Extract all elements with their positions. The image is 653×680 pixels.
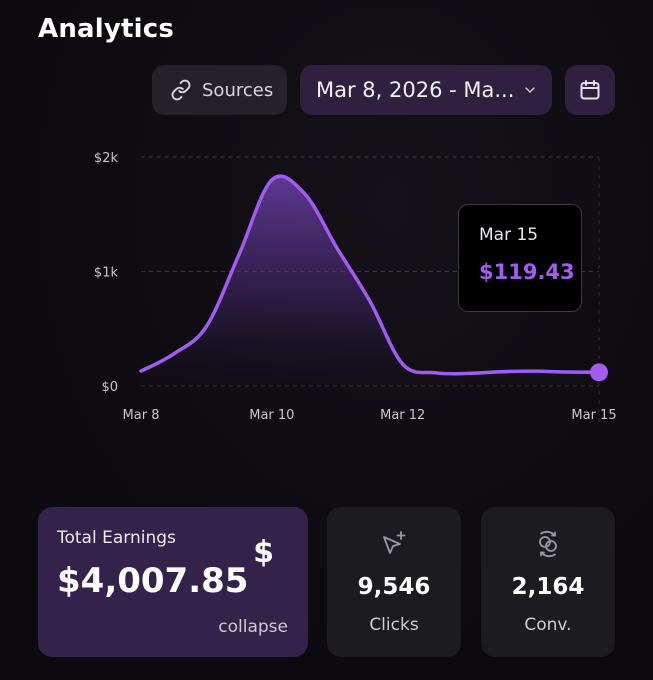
chart-tooltip: Mar 15 $119.43 [458, 204, 582, 312]
y-axis-ticks: $0 $1k $2k [94, 151, 119, 395]
x-tick-label: Mar 8 [123, 408, 160, 423]
conversions-label: Conv. [524, 615, 572, 635]
highlight-point[interactable] [590, 363, 608, 382]
sources-label: Sources [202, 79, 274, 101]
x-axis-ticks: Mar 8 Mar 10 Mar 12 Mar 15 [123, 408, 617, 423]
data-point [204, 324, 208, 328]
page-title: Analytics [38, 14, 175, 44]
calendar-icon [580, 80, 600, 100]
total-earnings-amount: $4,007.85 [57, 561, 249, 601]
y-tick-label: $0 [101, 380, 118, 395]
data-point [237, 252, 241, 256]
clicks-value: 9,546 [357, 574, 431, 600]
total-earnings-card[interactable]: Total Earnings $ $4,007.85 collapse [38, 507, 308, 657]
chevron-down-icon [525, 87, 535, 93]
data-point [368, 299, 372, 303]
data-point [139, 369, 143, 373]
conversions-value: 2,164 [511, 574, 585, 600]
data-point [270, 178, 274, 182]
collapse-button[interactable]: collapse [218, 617, 288, 637]
x-tick-label: Mar 15 [571, 408, 616, 423]
date-range-dropdown[interactable]: Mar 8, 2026 - Ma... [300, 65, 552, 115]
data-points [139, 178, 608, 382]
link-refresh-icon [539, 530, 557, 558]
data-point [335, 247, 339, 251]
tooltip-value: $119.43 [479, 260, 575, 284]
data-point [564, 370, 568, 374]
data-point [499, 370, 503, 374]
data-point [433, 371, 437, 375]
total-earnings-label: Total Earnings [57, 528, 176, 548]
data-point [172, 352, 176, 356]
data-point [401, 362, 405, 366]
x-tick-label: Mar 12 [380, 408, 425, 423]
date-range-text: Mar 8, 2026 - Ma... [316, 78, 515, 102]
cursor-plus-icon [383, 531, 406, 554]
data-point [303, 192, 307, 196]
y-tick-label: $2k [94, 151, 119, 166]
sources-button[interactable]: Sources [152, 65, 287, 115]
data-point [532, 369, 536, 373]
earnings-area [141, 176, 599, 386]
clicks-card[interactable]: 9,546 Clicks [327, 507, 461, 657]
conversions-card[interactable]: 2,164 Conv. [481, 507, 615, 657]
earnings-line [139, 174, 601, 376]
x-tick-label: Mar 10 [249, 408, 294, 423]
y-tick-label: $1k [94, 266, 119, 281]
calendar-button[interactable] [565, 65, 615, 115]
link-icon [171, 79, 191, 101]
clicks-label: Clicks [369, 615, 419, 635]
earnings-chart[interactable]: $0 $1k $2k Mar 8 Mar 10 Mar 12 Mar 15 [0, 130, 653, 440]
data-point [466, 371, 470, 375]
dollar-icon: $ [253, 535, 274, 570]
tooltip-date: Mar 15 [479, 225, 539, 245]
